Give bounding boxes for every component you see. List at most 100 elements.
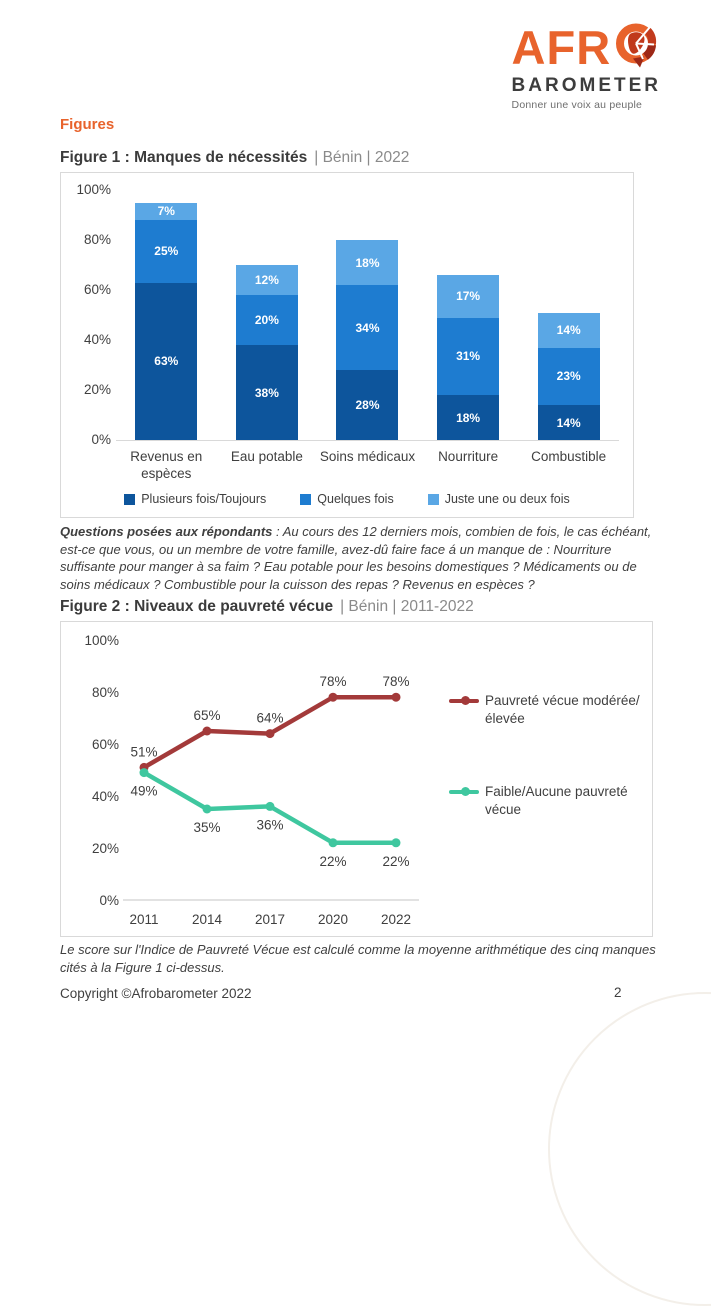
data-point	[265, 801, 275, 811]
bar-segment: 7%	[135, 202, 198, 220]
bar-value-label: 34%	[355, 320, 380, 335]
bar-value-label: 38%	[254, 385, 279, 400]
bar-segment: 14%	[537, 312, 600, 348]
data-point	[139, 768, 149, 778]
category-label: Nourriture	[438, 449, 499, 464]
figure2-title-text: Figure 2 : Niveaux de pauvreté vécue	[60, 598, 334, 615]
figure1-questions-note: Questions posées aux répondants : Au cou…	[60, 523, 668, 594]
bar-value-label: 7%	[157, 204, 175, 219]
legend-item: Faible/Aucune pauvreté vécue	[449, 783, 649, 818]
bar-segment: 12%	[235, 265, 298, 295]
point-value-label: 65%	[193, 708, 220, 723]
afrobarometer-logo: AFR BAROMETER Donner une voix au peuple	[512, 22, 661, 111]
point-value-label: 35%	[193, 820, 220, 835]
page-number: 2	[614, 985, 622, 1000]
data-point	[391, 838, 401, 848]
legend-item: Juste une ou deux fois	[427, 492, 570, 506]
bar-5: 14% 23% 14%	[537, 312, 600, 440]
logo-tagline: Donner une voix au peuple	[511, 99, 643, 111]
logo-wordmark: AFR	[512, 22, 661, 73]
bar-segment: 18%	[437, 395, 500, 440]
x-axis-category-labels: Revenus en espèces Eau potable Soins médic…	[116, 449, 619, 483]
figure1-title-text: Figure 1 : Manques de nécessités	[60, 149, 308, 166]
figure2-chart: 100% 80% 60% 40% 20% 0% 2011 2014 2017 2020 2022 51…	[60, 621, 653, 937]
figure2-legend: Pauvreté vécue modérée/élevée Faible/Aucu…	[449, 692, 649, 874]
bar-segment: 25%	[135, 220, 198, 283]
legend-label: Juste une ou deux fois	[444, 492, 570, 506]
point-value-label: 22%	[382, 854, 409, 869]
y-axis-tick-label: 100%	[84, 633, 119, 648]
figure2-note: Le score sur l'Indice de Pauvreté Vécue …	[60, 942, 656, 975]
bar-segment: 38%	[235, 345, 298, 440]
bar-value-label: 31%	[456, 349, 481, 364]
bar-segment: 17%	[437, 275, 500, 318]
bar-segment: 63%	[135, 282, 198, 440]
legend-dot	[461, 787, 470, 797]
x-axis-label: 2020	[318, 912, 348, 927]
legend-swatch-icon	[124, 493, 136, 505]
bar-2: 38% 20% 12%	[235, 265, 298, 440]
bar-segment: 20%	[235, 295, 298, 345]
figure1-title: Figure 1 : Manques de nécessités | Bénin …	[60, 149, 409, 167]
legend-item: Plusieurs fois/Toujours	[124, 492, 266, 506]
category-label: Eau potable	[230, 449, 303, 464]
y-axis-tick-label: 40%	[92, 789, 119, 804]
y-axis-tick-label: 80%	[83, 232, 111, 247]
data-point	[265, 729, 275, 739]
y-axis-tick-label: 80%	[92, 685, 119, 700]
point-value-label: 51%	[130, 744, 157, 759]
legend-swatch-icon	[427, 493, 439, 505]
y-axis-tick-label: 60%	[92, 737, 119, 752]
bar-value-label: 63%	[154, 354, 179, 369]
data-point	[328, 838, 338, 848]
bar-value-label: 18%	[456, 410, 481, 425]
y-axis-tick-label: 0%	[91, 432, 111, 447]
africa-globe-icon	[613, 22, 659, 73]
point-value-label: 64%	[256, 711, 283, 726]
y-axis-tick-label: 40%	[83, 332, 111, 347]
category-label: Combustible	[531, 449, 607, 464]
corner-circle-watermark	[548, 992, 711, 1306]
bar-value-label: 20%	[254, 313, 279, 327]
bar-value-label: 17%	[456, 289, 481, 304]
point-value-label: 78%	[319, 674, 346, 689]
logo-barometer-text: BAROMETER	[511, 75, 661, 96]
data-point	[202, 726, 212, 736]
point-value-label: 78%	[382, 674, 409, 689]
bar-segment: 28%	[336, 370, 399, 440]
bar-value-label: 23%	[556, 369, 581, 384]
legend-line-icon	[449, 783, 485, 801]
category-label: Revenus en espèces	[130, 449, 203, 481]
bar-value-label: 28%	[355, 398, 380, 412]
y-axis-tick-label: 60%	[83, 282, 111, 297]
data-point	[328, 692, 338, 702]
x-axis-label: 2022	[381, 912, 411, 927]
bar-4: 18% 31% 17%	[437, 275, 500, 440]
legend-label: Quelques fois	[317, 492, 394, 506]
legend-label: Plusieurs fois/Toujours	[141, 492, 267, 506]
bar-value-label: 18%	[355, 255, 380, 270]
bar-plot-area: 63% 25% 7% 38% 20% 12% 28% 34% 18% 18% 31% 17% 14% 23…	[116, 190, 619, 441]
line-plot-area: 100% 80% 60% 40% 20% 0% 2011 2014 2017 2020 2022 51…	[84, 633, 419, 927]
data-point	[391, 692, 401, 702]
bar-value-label: 14%	[556, 323, 581, 337]
figure2-title: Figure 2 : Niveaux de pauvreté vécue | Bé…	[60, 598, 474, 616]
point-value-label: 36%	[256, 817, 283, 832]
category-label: Soins médicaux	[319, 449, 416, 464]
legend-dot	[461, 696, 470, 705]
legend-line-icon	[449, 692, 485, 710]
bar-value-label: 12%	[254, 273, 279, 287]
bar-value-label: 14%	[556, 415, 581, 430]
figure1-title-meta: | Bénin | 2022	[314, 149, 410, 166]
legend-label: Pauvreté vécue modérée/élevée	[485, 693, 640, 726]
point-value-label: 22%	[319, 854, 346, 869]
bar-3: 28% 34% 18%	[336, 240, 399, 440]
legend-swatch-icon	[300, 493, 312, 505]
questions-text: : Au cours des 12 derniers mois, combien…	[60, 524, 652, 593]
legend-label: Faible/Aucune pauvreté vécue	[485, 784, 628, 817]
y-axis-tick-label: 20%	[92, 841, 119, 856]
figure1-chart: 63% 25% 7% 38% 20% 12% 28% 34% 18% 18% 31% 17% 14% 23…	[60, 172, 634, 518]
y-axis-tick-label: 20%	[83, 382, 111, 397]
bar-segment: 18%	[336, 240, 399, 285]
figure1-legend: Plusieurs fois/Toujours Quelques fois Just…	[61, 492, 633, 506]
